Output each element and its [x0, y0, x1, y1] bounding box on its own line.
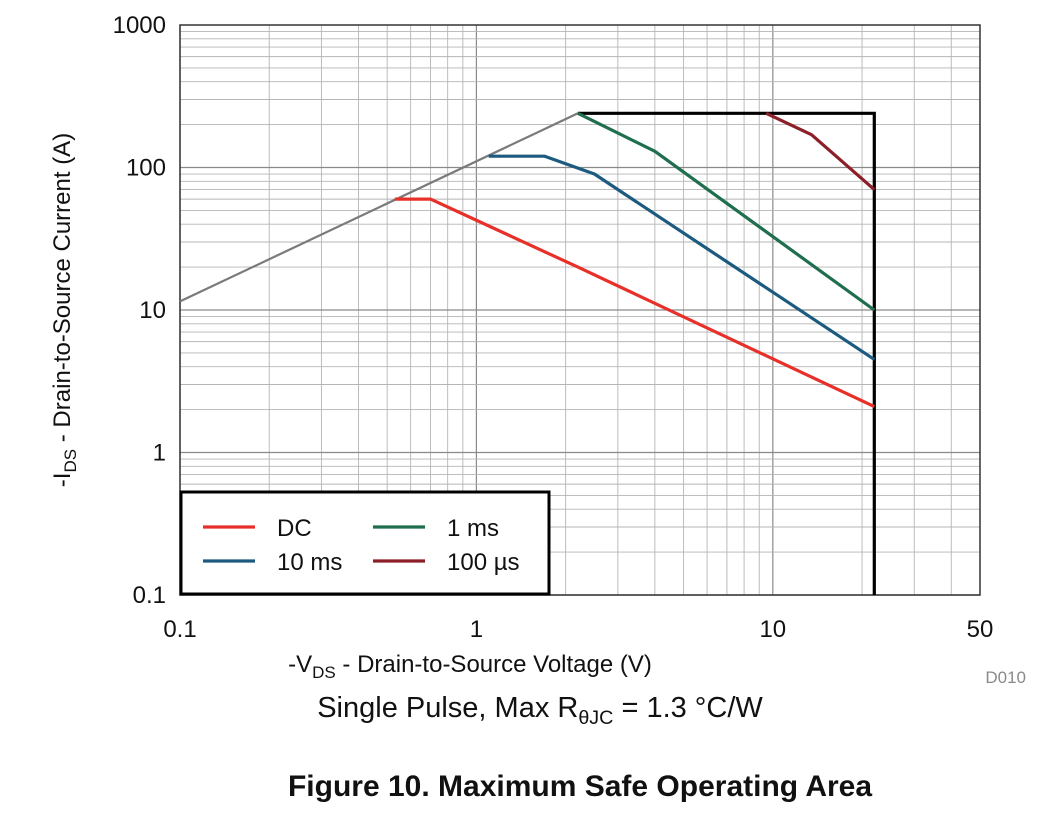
y-tick-label: 1000 — [113, 12, 166, 39]
y-tick-label: 10 — [139, 297, 166, 324]
pulse-note-sub: θJC — [578, 706, 614, 729]
series-line-1-ms — [577, 111, 876, 312]
legend-label-10-ms: 10 ms — [277, 549, 342, 576]
y-tick-label: 100 — [126, 155, 166, 182]
legend-label-dc: DC — [277, 515, 312, 542]
figure-caption: Figure 10. Maximum Safe Operating Area — [287, 770, 873, 803]
x-tick-label: 1 — [470, 616, 483, 643]
y-axis-title: -IDS - Drain-to-Source Current (A) — [49, 133, 80, 487]
x-axis-title-suffix: - Drain-to-Source Voltage (V) — [336, 651, 652, 678]
y-axis-title-suffix: - Drain-to-Source Current (A) — [49, 133, 76, 449]
legend: DC 1 ms 10 ms 100 µs — [179, 490, 551, 596]
pulse-note-suffix: = 1.3 °C/W — [613, 692, 763, 724]
tick-labels: 0.1 1 10 50 0.1 1 10 100 1000 — [113, 12, 994, 643]
x-axis-title-sub: DS — [312, 663, 336, 682]
soa-boundary-line — [577, 111, 876, 595]
y-tick-label: 0.1 — [133, 582, 166, 609]
legend-box — [179, 490, 551, 596]
plot-frame — [179, 24, 981, 596]
series-line-dc — [394, 197, 875, 409]
series-line-100-us — [765, 111, 876, 191]
x-tick-label: 0.1 — [163, 616, 196, 643]
rds-on-limit-line — [179, 112, 579, 303]
single-pulse-note: Single Pulse, Max RθJC = 1.3 °C/W — [0, 692, 1050, 730]
pulse-note-prefix: Single Pulse, Max R — [317, 692, 579, 724]
legend-label-1-ms: 1 ms — [447, 515, 499, 542]
limit-lines — [179, 111, 876, 595]
y-axis-title-sub: DS — [61, 449, 80, 473]
x-axis-title-prefix: -V — [288, 651, 312, 678]
x-tick-label: 50 — [967, 616, 994, 643]
series-lines — [394, 111, 876, 409]
x-axis-title: -VDS - Drain-to-Source Voltage (V) — [288, 651, 652, 682]
series-line-10-ms — [488, 154, 876, 361]
legend-label-100-us: 100 µs — [447, 549, 520, 576]
figure-code-label: D010 — [985, 668, 1026, 687]
y-tick-label: 1 — [153, 440, 166, 467]
y-axis-title-prefix: -I — [49, 473, 76, 488]
x-tick-label: 10 — [759, 616, 786, 643]
